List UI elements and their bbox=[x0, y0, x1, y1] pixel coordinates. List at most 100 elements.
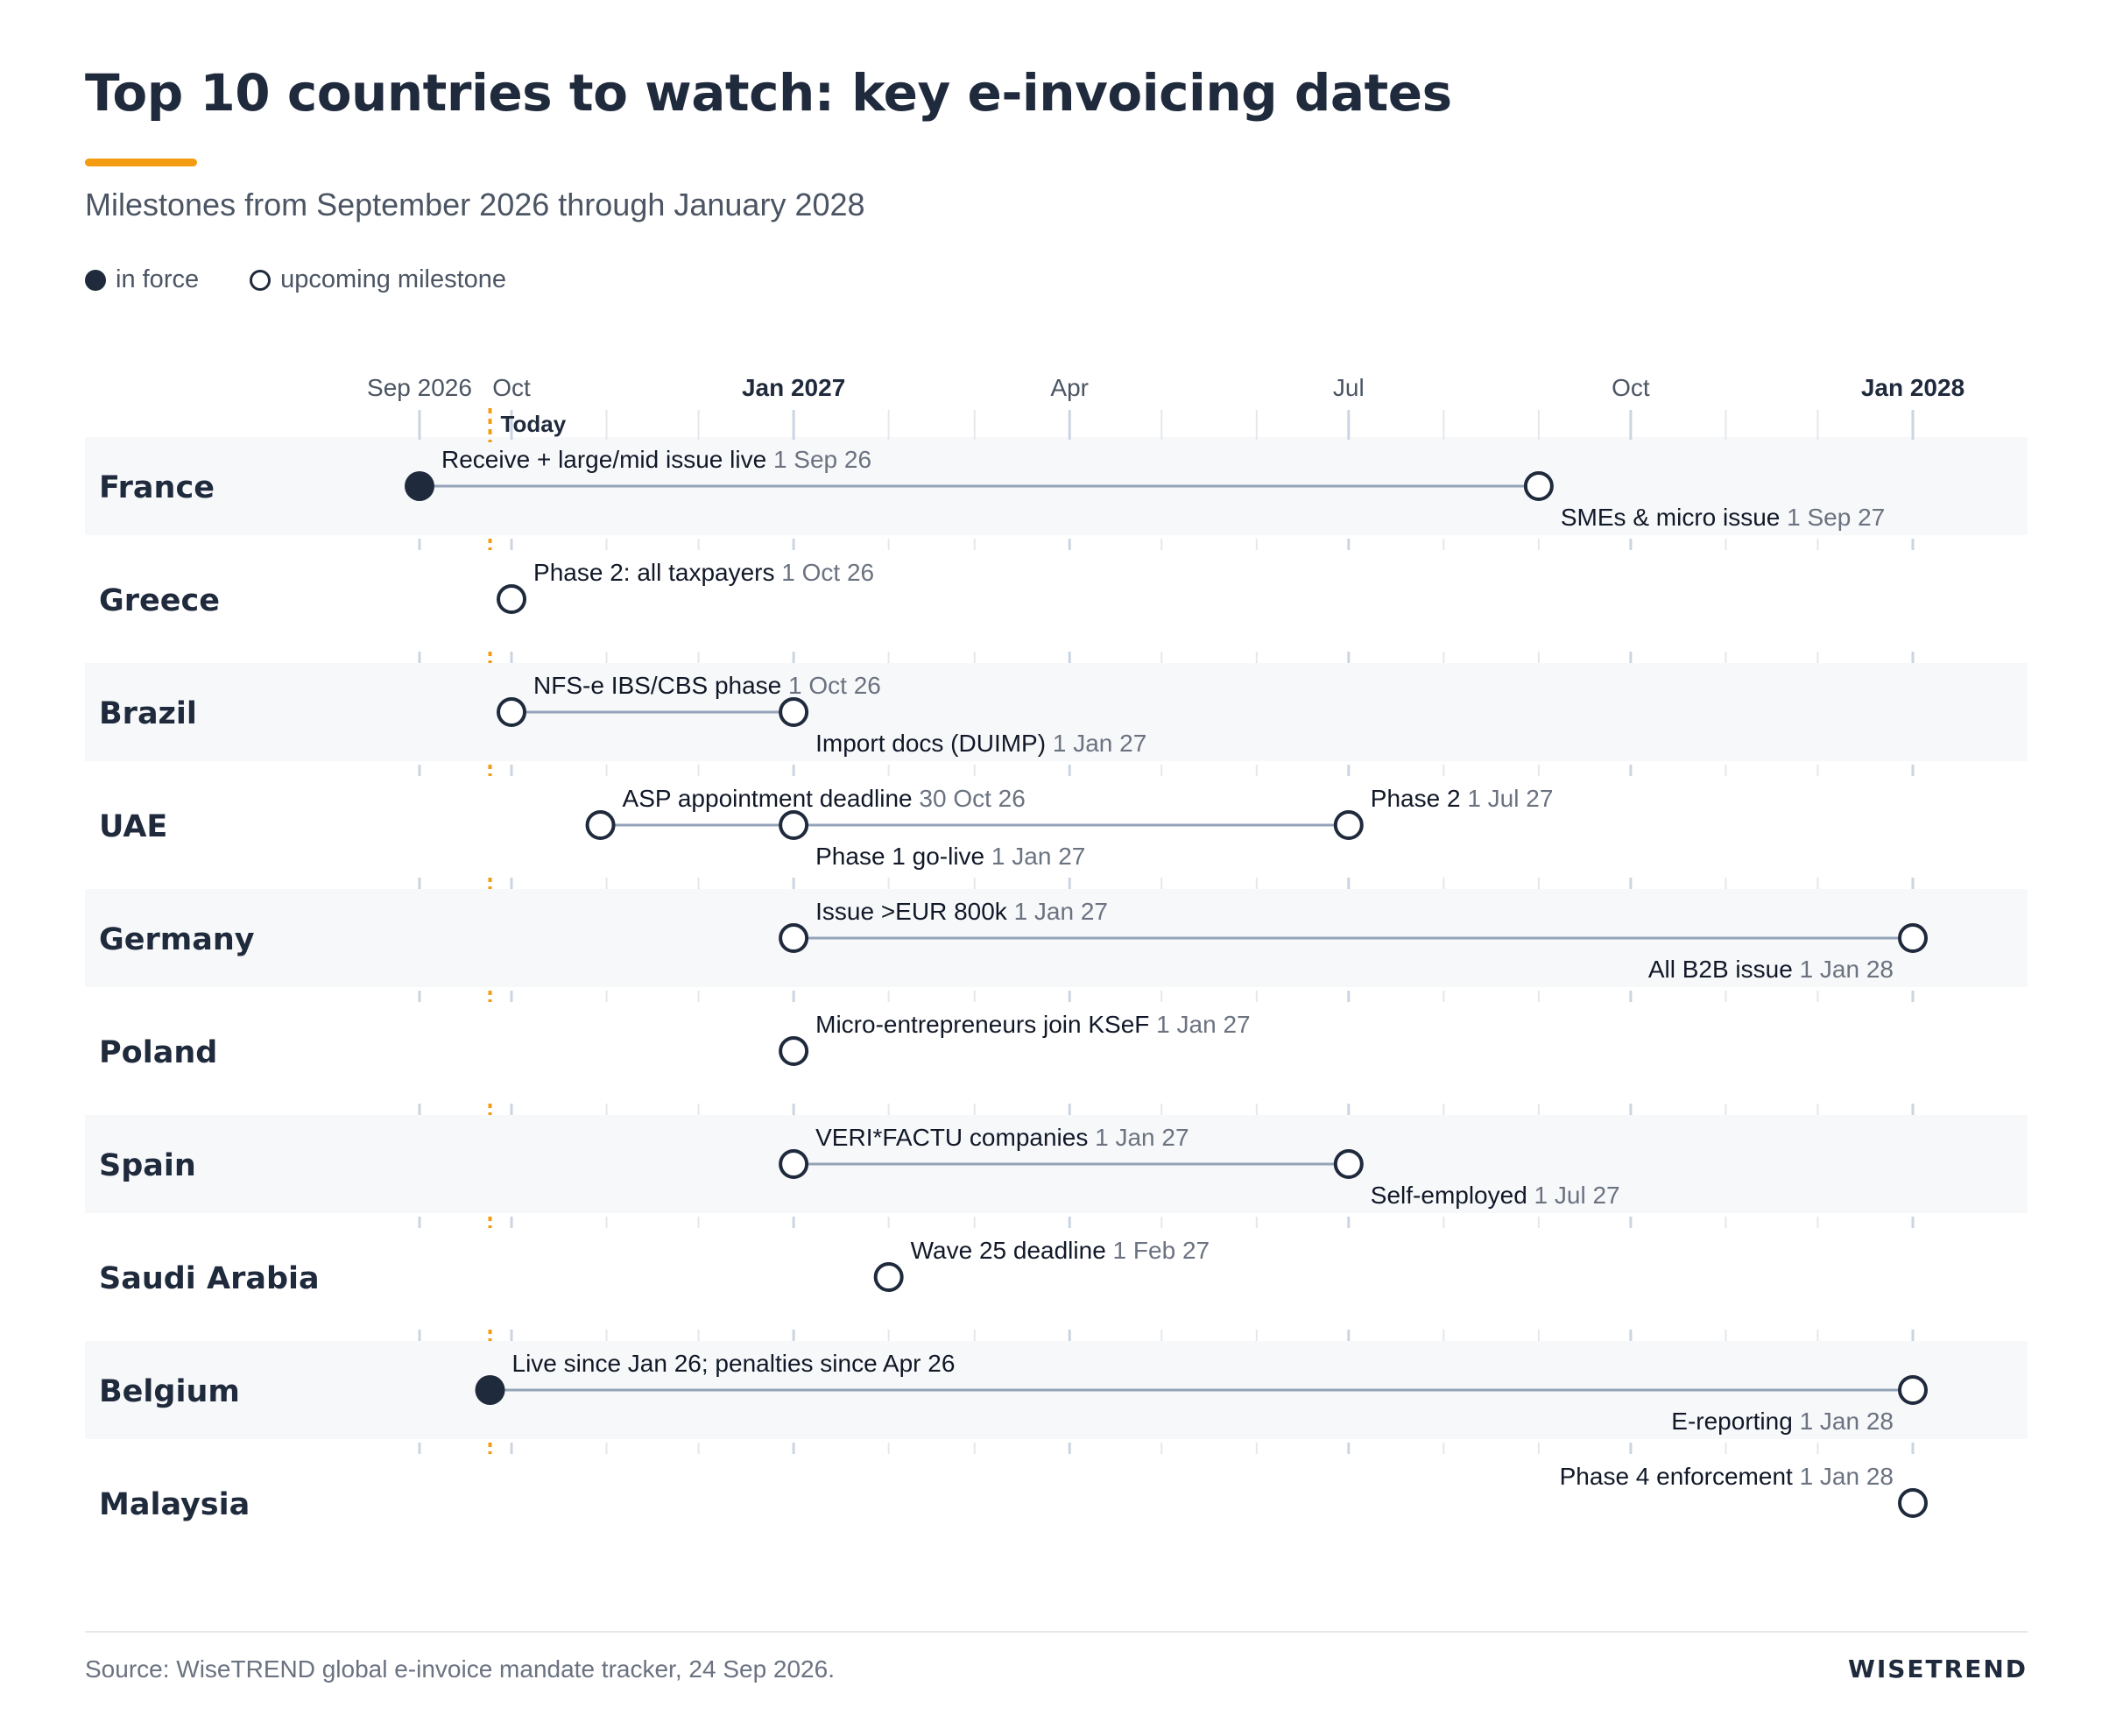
today-marker: Today bbox=[488, 408, 567, 1454]
legend-item-in-force: in force bbox=[85, 265, 199, 294]
milestone-marker-upcoming bbox=[497, 697, 527, 727]
country-label: France bbox=[99, 470, 215, 505]
milestone-marker-upcoming bbox=[779, 697, 809, 727]
country-label: Germany bbox=[99, 922, 255, 957]
milestone-marker-upcoming bbox=[779, 923, 809, 953]
x-tick-label: Apr bbox=[1050, 374, 1089, 401]
timeline-row: Brazil NFS-e IBS/CBS phase 1 Oct 26 Import… bbox=[99, 672, 1146, 757]
milestone-marker-in-force bbox=[475, 1375, 505, 1405]
x-tick-label: Sep 2026 bbox=[367, 374, 472, 401]
milestone-marker-upcoming bbox=[1333, 1149, 1364, 1179]
title-accent-bar bbox=[85, 159, 197, 166]
milestone-label: ASP appointment deadline 30 Oct 26 bbox=[623, 785, 1026, 812]
milestone-label: Live since Jan 26; penalties since Apr 2… bbox=[512, 1350, 956, 1377]
milestone-marker-upcoming bbox=[779, 1149, 809, 1179]
milestone-text: VERI*FACTU companies bbox=[815, 1124, 1088, 1151]
milestone-date: 1 Jul 27 bbox=[1461, 785, 1554, 812]
milestone-label: Phase 1 go-live 1 Jan 27 bbox=[815, 843, 1085, 870]
milestone-marker-upcoming bbox=[1333, 810, 1364, 840]
milestone-date: 1 Oct 26 bbox=[781, 672, 881, 699]
milestone-text: Issue >EUR 800k bbox=[815, 898, 1008, 925]
milestone-marker-upcoming bbox=[779, 810, 809, 840]
legend-item-upcoming: upcoming milestone bbox=[250, 265, 506, 294]
milestone-date: 1 Sep 26 bbox=[766, 446, 871, 473]
timeline-row: Belgium Live since Jan 26; penalties sinc… bbox=[99, 1350, 1928, 1435]
milestone-label: Import docs (DUIMP) 1 Jan 27 bbox=[815, 730, 1146, 757]
milestone-text: Receive + large/mid issue live bbox=[441, 446, 766, 473]
milestone-text: Phase 2 bbox=[1371, 785, 1461, 812]
milestone-date: 1 Jan 27 bbox=[1046, 730, 1146, 757]
timeline-row: Malaysia Phase 4 enforcement 1 Jan 28 bbox=[99, 1463, 1928, 1522]
legend-label-upcoming: upcoming milestone bbox=[280, 265, 507, 293]
country-label: Greece bbox=[99, 583, 220, 618]
milestone-label: Phase 2 1 Jul 27 bbox=[1371, 785, 1554, 812]
x-axis: Sep 2026 Oct Jan 2027 Apr Jul Oct Jan 2028 bbox=[367, 374, 1964, 401]
milestone-marker-upcoming bbox=[779, 1036, 809, 1066]
milestone-date: 1 Feb 27 bbox=[1106, 1237, 1210, 1264]
milestone-marker-in-force bbox=[405, 471, 434, 501]
today-label: Today bbox=[501, 411, 567, 437]
milestone-label: VERI*FACTU companies 1 Jan 27 bbox=[815, 1124, 1189, 1151]
milestone-text: Micro-entrepreneurs join KSeF bbox=[815, 1011, 1149, 1038]
milestone-label: NFS-e IBS/CBS phase 1 Oct 26 bbox=[533, 672, 881, 699]
milestone-label: Receive + large/mid issue live 1 Sep 26 bbox=[441, 446, 871, 473]
chart-subtitle: Milestones from September 2026 through J… bbox=[85, 187, 865, 222]
x-tick-label: Jan 2027 bbox=[742, 374, 845, 401]
country-label: Saudi Arabia bbox=[99, 1261, 320, 1296]
source-note: Source: WiseTREND global e-invoice manda… bbox=[85, 1655, 835, 1683]
milestone-marker-upcoming bbox=[1898, 923, 1928, 953]
milestone-date: 1 Jan 27 bbox=[984, 843, 1085, 870]
milestone-text: E-reporting bbox=[1671, 1408, 1793, 1435]
milestone-marker-upcoming bbox=[1523, 471, 1554, 501]
milestone-label: Self-employed 1 Jul 27 bbox=[1371, 1182, 1620, 1209]
timeline-row: Spain VERI*FACTU companies 1 Jan 27 Self-e… bbox=[99, 1124, 1620, 1209]
timeline-row: Germany Issue >EUR 800k 1 Jan 27 All B2B i… bbox=[99, 898, 1928, 983]
timeline-chart: Today Sep 2026 Oct Jan 2027 Apr Jul Oct Jan 20… bbox=[85, 374, 2028, 1522]
country-label: Spain bbox=[99, 1148, 196, 1183]
row-band bbox=[85, 663, 2028, 761]
legend: in force upcoming milestone bbox=[85, 265, 557, 294]
milestone-date: 1 Jan 27 bbox=[1149, 1011, 1250, 1038]
brand-logo: WISETREND bbox=[1847, 1655, 2028, 1683]
open-circle-icon bbox=[250, 269, 272, 291]
milestone-date: 1 Jan 28 bbox=[1793, 956, 1894, 983]
milestone-date: 1 Sep 27 bbox=[1780, 504, 1885, 531]
x-tick-label: Jul bbox=[1333, 374, 1365, 401]
milestone-label: Phase 4 enforcement 1 Jan 28 bbox=[1560, 1463, 1894, 1490]
timeline-row: Greece Phase 2: all taxpayers 1 Oct 26 bbox=[99, 559, 874, 618]
milestone-label: Issue >EUR 800k 1 Jan 27 bbox=[815, 898, 1108, 925]
milestone-marker-upcoming bbox=[1898, 1375, 1928, 1405]
x-tick-label: Oct bbox=[492, 374, 531, 401]
country-label: Brazil bbox=[99, 696, 197, 731]
milestone-text: SMEs & micro issue bbox=[1561, 504, 1781, 531]
milestone-label: Wave 25 deadline 1 Feb 27 bbox=[911, 1237, 1210, 1264]
country-label: Malaysia bbox=[99, 1487, 250, 1522]
chart-title: Top 10 countries to watch: key e-invoici… bbox=[85, 63, 1452, 123]
country-label: UAE bbox=[99, 809, 167, 844]
milestone-date: 1 Jul 27 bbox=[1527, 1182, 1620, 1209]
milestone-marker-upcoming bbox=[873, 1262, 904, 1292]
x-tick-label: Oct bbox=[1612, 374, 1650, 401]
milestone-date: 1 Jan 28 bbox=[1793, 1408, 1894, 1435]
milestone-marker-upcoming bbox=[585, 810, 616, 840]
milestone-date: 1 Jan 27 bbox=[1007, 898, 1108, 925]
milestone-marker-upcoming bbox=[1898, 1488, 1928, 1518]
milestone-text: Live since Jan 26; penalties since Apr 2… bbox=[512, 1350, 956, 1377]
gridlines bbox=[418, 410, 1915, 1454]
milestone-text: Phase 4 enforcement bbox=[1560, 1463, 1793, 1490]
milestone-text: ASP appointment deadline bbox=[623, 785, 913, 812]
milestone-label: All B2B issue 1 Jan 28 bbox=[1648, 956, 1894, 983]
timeline-row: Poland Micro-entrepreneurs join KSeF 1 Ja… bbox=[99, 1011, 1251, 1070]
footer-divider bbox=[85, 1631, 2028, 1633]
timeline-rows: France Receive + large/mid issue live 1 S… bbox=[99, 446, 1928, 1522]
milestone-text: NFS-e IBS/CBS phase bbox=[533, 672, 781, 699]
milestone-text: Self-employed bbox=[1371, 1182, 1527, 1209]
milestone-date: 1 Oct 26 bbox=[775, 559, 875, 586]
x-tick-label: Jan 2028 bbox=[1861, 374, 1964, 401]
timeline-row: UAE ASP appointment deadline 30 Oct 26 Pha… bbox=[99, 785, 1553, 870]
milestone-label: Micro-entrepreneurs join KSeF 1 Jan 27 bbox=[815, 1011, 1250, 1038]
timeline-row: Saudi Arabia Wave 25 deadline 1 Feb 27 bbox=[99, 1237, 1210, 1296]
filled-circle-icon bbox=[85, 269, 106, 291]
milestone-text: Wave 25 deadline bbox=[911, 1237, 1106, 1264]
